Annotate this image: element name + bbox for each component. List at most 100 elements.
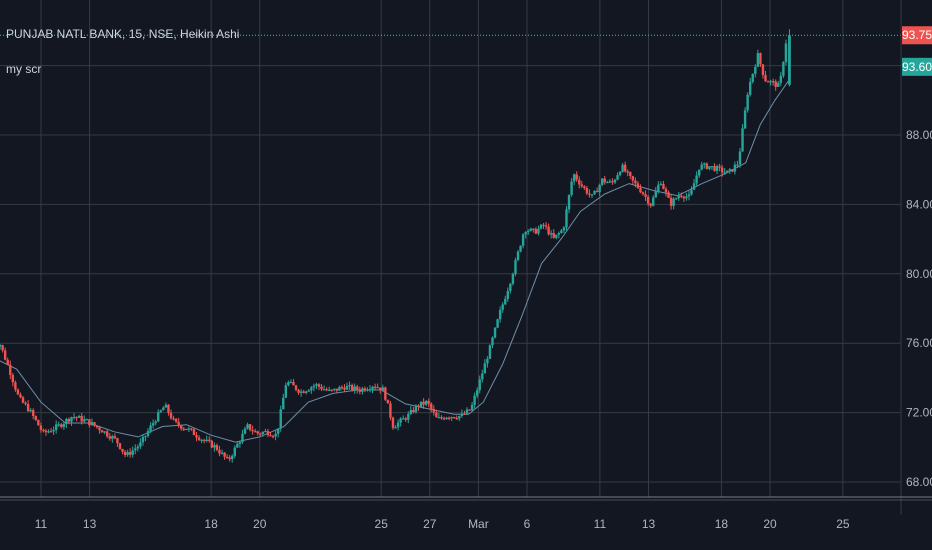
candle-body bbox=[598, 184, 601, 193]
candle-body bbox=[759, 53, 762, 65]
candle-body bbox=[149, 425, 152, 431]
candle-body bbox=[356, 386, 359, 391]
candle-body bbox=[182, 428, 185, 430]
candle-body bbox=[409, 409, 413, 414]
candle-body bbox=[274, 433, 277, 437]
x-tick-label: 6 bbox=[524, 517, 531, 531]
candle-body bbox=[629, 171, 632, 177]
candle-body bbox=[205, 439, 208, 441]
x-tick-label: 18 bbox=[204, 517, 218, 531]
candle-body bbox=[340, 387, 344, 389]
candle-body bbox=[121, 448, 124, 452]
candle-body bbox=[231, 455, 234, 460]
candle-body bbox=[427, 400, 430, 404]
candle-body bbox=[501, 304, 504, 310]
candle-body bbox=[353, 386, 356, 391]
candle-body bbox=[481, 373, 484, 380]
y-tick-label: 84.00 bbox=[906, 197, 932, 211]
candle-body bbox=[578, 179, 581, 185]
candle-body bbox=[496, 319, 499, 328]
candle-body bbox=[504, 298, 507, 305]
candle-body bbox=[80, 416, 83, 422]
x-tick-label: 20 bbox=[253, 517, 267, 531]
x-tick-label: 11 bbox=[35, 517, 48, 531]
candle-body bbox=[32, 410, 35, 416]
x-tick-label: 13 bbox=[642, 517, 656, 531]
candle-body bbox=[276, 428, 280, 434]
candle-body bbox=[284, 385, 288, 398]
candle-body bbox=[782, 62, 785, 76]
candle-body bbox=[256, 431, 259, 434]
candle-body bbox=[761, 64, 765, 75]
candle-layer bbox=[0, 29, 791, 463]
symbol-title[interactable]: PUNJAB NATL BANK, 15, NSE, Heikin Ashi bbox=[6, 27, 239, 41]
candle-body bbox=[106, 431, 109, 437]
candle-body bbox=[460, 413, 464, 417]
x-tick-label: 13 bbox=[83, 517, 97, 531]
y-tick-label: 88.00 bbox=[906, 128, 932, 142]
candle-body bbox=[350, 384, 354, 391]
candle-body bbox=[756, 53, 760, 67]
candle-body bbox=[463, 413, 466, 415]
candle-body bbox=[233, 447, 236, 456]
candle-body bbox=[588, 193, 591, 195]
candle-body bbox=[197, 437, 201, 440]
y-tick-label: 72.00 bbox=[906, 406, 932, 420]
candle-body bbox=[575, 174, 578, 180]
candle-body bbox=[146, 430, 150, 436]
last-price-tag-label: 93.75 bbox=[902, 28, 932, 42]
candle-body bbox=[113, 436, 117, 439]
candle-body bbox=[366, 389, 369, 391]
price-axis-panel[interactable] bbox=[901, 0, 932, 550]
candle-body bbox=[103, 431, 106, 433]
candle-body bbox=[603, 178, 606, 183]
candle-body bbox=[389, 403, 392, 418]
candle-body bbox=[608, 181, 612, 183]
candle-body bbox=[404, 418, 407, 420]
y-tick-label: 76.00 bbox=[906, 336, 932, 350]
candle-body bbox=[493, 327, 497, 338]
candle-body bbox=[266, 430, 270, 436]
candle-body bbox=[210, 440, 214, 448]
candle-body bbox=[29, 410, 32, 412]
x-tick-label: 25 bbox=[836, 517, 850, 531]
candle-body bbox=[47, 431, 50, 433]
candle-body bbox=[254, 431, 257, 433]
candle-body bbox=[458, 416, 461, 419]
candle-body bbox=[606, 182, 609, 184]
indicator-value-tag-label: 93.60 bbox=[902, 60, 932, 74]
candle-body bbox=[519, 245, 522, 252]
indicator-label[interactable]: my scr bbox=[6, 62, 41, 76]
candle-body bbox=[77, 416, 81, 418]
candle-body bbox=[70, 417, 73, 422]
candle-body bbox=[516, 251, 520, 261]
candle-body bbox=[151, 423, 155, 426]
candle-body bbox=[769, 81, 772, 83]
candle-body bbox=[42, 429, 45, 432]
candle-body bbox=[169, 412, 173, 419]
candle-body bbox=[652, 197, 655, 206]
candle-body bbox=[414, 405, 418, 413]
candle-body bbox=[654, 191, 657, 198]
candle-body bbox=[713, 166, 716, 171]
candle-body bbox=[657, 184, 660, 192]
candle-body bbox=[376, 387, 379, 389]
candle-body bbox=[338, 387, 341, 391]
candle-body bbox=[483, 363, 487, 374]
candle-body bbox=[279, 409, 282, 429]
candle-body bbox=[289, 381, 293, 384]
candle-body bbox=[95, 425, 99, 428]
candle-body bbox=[26, 404, 30, 412]
candle-body bbox=[312, 385, 316, 388]
candle-body bbox=[108, 436, 111, 439]
candle-body bbox=[455, 418, 458, 420]
candle-body bbox=[720, 167, 724, 173]
candle-body bbox=[65, 418, 68, 424]
candle-body bbox=[728, 169, 731, 171]
candle-body bbox=[14, 382, 17, 390]
candle-body bbox=[539, 224, 543, 229]
candle-body bbox=[164, 404, 168, 408]
